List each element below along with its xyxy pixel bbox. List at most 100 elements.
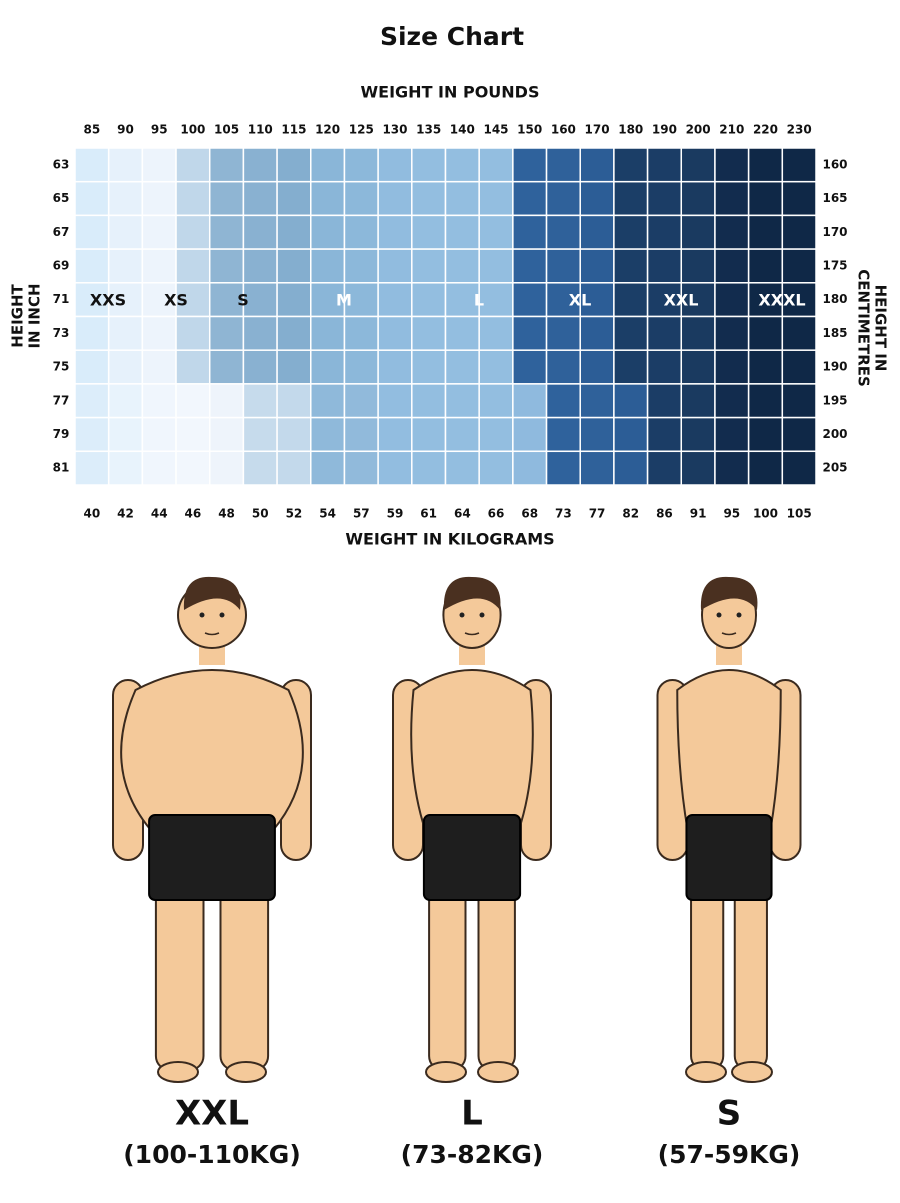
grid-cell (512, 147, 548, 183)
pound-label: 105 (214, 123, 239, 137)
mouth (721, 632, 737, 636)
grid-cell (141, 214, 177, 250)
grid-cell (646, 416, 683, 453)
grid-cell (444, 248, 480, 284)
foot (225, 1061, 267, 1083)
grid-cell (478, 383, 514, 419)
size-label: XS (164, 291, 188, 310)
pound-label: 180 (618, 123, 643, 137)
foot (157, 1061, 199, 1083)
grid-cell (613, 450, 649, 486)
grid-cell (276, 315, 312, 351)
kilogram-label: 64 (454, 507, 471, 521)
grid-cell (242, 450, 278, 486)
left-axis-label-line: HEIGHT (9, 283, 27, 347)
grid-cell (646, 450, 683, 486)
grid-cell (747, 383, 784, 419)
grid-cell (545, 383, 581, 419)
grid-cell (781, 383, 817, 419)
grid-cell (579, 315, 615, 351)
kilogram-label: 50 (252, 507, 269, 521)
grid-cell (545, 450, 581, 486)
grid-cell (411, 214, 447, 250)
grid-cell (781, 214, 817, 250)
grid-cell (478, 282, 514, 318)
pound-label: 170 (585, 123, 610, 137)
grid-cell (444, 315, 480, 351)
kilogram-label: 61 (420, 507, 437, 521)
grid-cell (680, 416, 716, 453)
grid-cell (242, 383, 278, 419)
grid-cell (343, 147, 379, 183)
grid-cell (747, 180, 784, 217)
centimetre-label: 200 (822, 427, 847, 441)
torso (676, 669, 782, 831)
inch-label: 67 (53, 225, 70, 239)
grid-cell (310, 147, 346, 183)
torso (120, 669, 304, 831)
grid-cell (545, 416, 581, 453)
grid-cell (208, 214, 245, 250)
grid-cell (343, 282, 379, 318)
grid-cell (613, 282, 649, 318)
hair (183, 576, 241, 610)
grid-cell (613, 349, 649, 385)
grid-cell (545, 248, 581, 284)
grid-cell (613, 248, 649, 284)
grid-cell (411, 349, 447, 385)
grid-cell (747, 248, 784, 284)
grid-cell (781, 416, 817, 453)
hair (700, 576, 758, 610)
grid-cell (680, 147, 716, 183)
inch-label: 65 (53, 191, 70, 205)
grid-cell (107, 214, 144, 250)
figures: XXL (100-110KG) L (73-82KG) S (57-59KG) (112, 576, 802, 1169)
grid-cell (646, 315, 683, 351)
kilogram-label: 95 (723, 507, 740, 521)
grid-cell (242, 248, 278, 284)
grid-cell (276, 214, 312, 250)
grid-cell (747, 450, 784, 486)
grid-cell (579, 214, 615, 250)
pound-label: 230 (787, 123, 812, 137)
pound-label: 90 (117, 123, 134, 137)
pound-label: 110 (248, 123, 273, 137)
leg (154, 879, 205, 1071)
grid-cell (444, 416, 480, 453)
grid-cell (444, 383, 480, 419)
grid-cell (714, 147, 750, 183)
centimetre-label: 190 (822, 360, 847, 374)
kilogram-label: 100 (753, 507, 778, 521)
grid-cell (714, 248, 750, 284)
kilogram-label: 40 (83, 507, 100, 521)
top-axis-label: WEIGHT IN POUNDS (361, 83, 540, 102)
grid-cell (646, 349, 683, 385)
grid-cell (343, 180, 379, 217)
foot (425, 1061, 467, 1083)
grid-cell (781, 349, 817, 385)
pound-label: 95 (151, 123, 168, 137)
figure-size: XXL (175, 1094, 249, 1134)
right-axis-label-line: CENTIMETRES (855, 269, 873, 387)
grid-cell (276, 147, 312, 183)
figure-range: (57-59KG) (658, 1140, 801, 1169)
grid-cell (242, 180, 278, 217)
kilogram-label: 105 (787, 507, 812, 521)
grid-cell (613, 315, 649, 351)
grid-cell (208, 383, 245, 419)
grid-cell (714, 383, 750, 419)
grid-cell (579, 416, 615, 453)
grid-cell (781, 147, 817, 183)
grid-cell (377, 180, 413, 217)
centimetre-label: 170 (822, 225, 847, 239)
grid-cell (310, 248, 346, 284)
grid-cell (141, 416, 177, 453)
centimetre-label: 180 (822, 292, 847, 306)
shorts (685, 814, 773, 901)
grid-cell (579, 450, 615, 486)
figure-range: (100-110KG) (123, 1140, 301, 1169)
right-axis-label: HEIGHT IN CENTIMETRES (855, 269, 890, 387)
grid-cell (512, 248, 548, 284)
grid-cell (107, 315, 144, 351)
grid-cell (512, 383, 548, 419)
